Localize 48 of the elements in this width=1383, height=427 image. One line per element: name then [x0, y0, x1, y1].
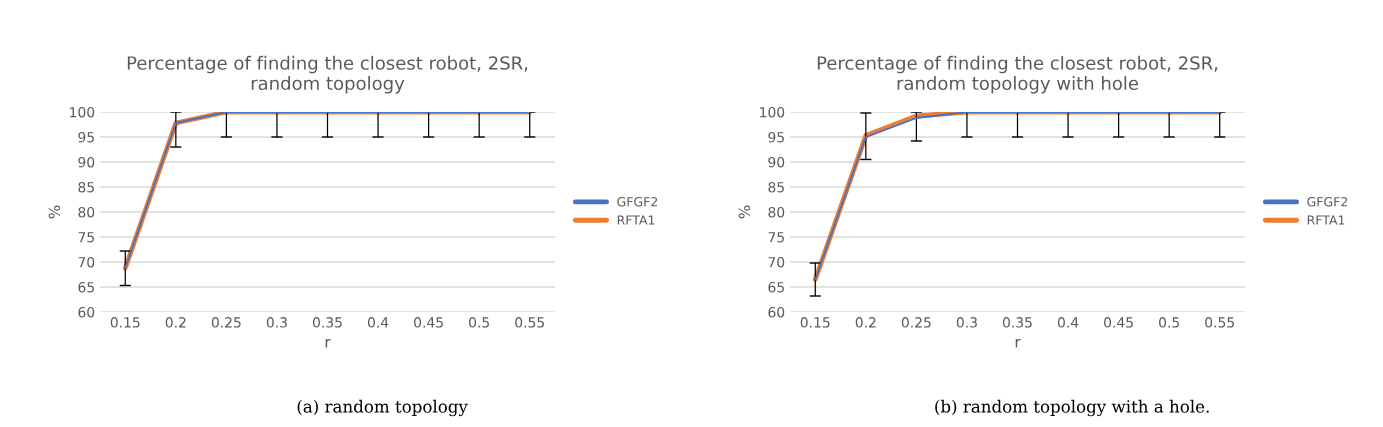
x-tick-label: 0.15	[110, 317, 140, 328]
x-tick-label: 0.4	[367, 317, 389, 328]
x-tick-label: 0.55	[1205, 317, 1234, 328]
y-tick-label: 60	[78, 306, 95, 318]
y-tick-label: 90	[78, 156, 95, 168]
y-tick-label: 100	[760, 106, 785, 118]
y-tick-label: 75	[78, 232, 94, 243]
y-tick-label: 95	[768, 131, 784, 143]
y-tick-label: 65	[78, 281, 94, 293]
y-tick-label: 80	[768, 206, 785, 218]
x-tick-label: 0.25	[901, 317, 931, 328]
y-tick-label: 65	[768, 281, 784, 293]
y-tick-label: 95	[78, 131, 94, 143]
x-tick-label: 0.45	[1104, 317, 1133, 328]
x-tick-label: 0.35	[1002, 317, 1032, 328]
x-tick-label: 0.55	[515, 317, 544, 328]
y-tick-label: 75	[768, 232, 784, 243]
chart-title: Percentage of finding the closest robot, 2SR, random topology	[127, 55, 528, 94]
y-tick-label: 90	[768, 156, 785, 168]
y-axis-title: %	[48, 205, 61, 219]
y-tick-label: 70	[78, 256, 95, 268]
legend-label: RFTA1	[617, 215, 655, 225]
x-tick-label: 0.25	[211, 317, 241, 328]
x-tick-label: 0.3	[956, 317, 977, 328]
y-axis-title: %	[738, 205, 751, 219]
y-tick-label: 70	[768, 256, 785, 268]
x-axis-title: r	[325, 338, 331, 348]
y-tick-label: 100	[70, 106, 95, 118]
legend-label: GFGF2	[1307, 197, 1348, 207]
x-tick-label: 0.3	[266, 317, 287, 328]
x-tick-label: 0.35	[312, 317, 342, 328]
x-axis-title: r	[1015, 338, 1021, 348]
x-tick-label: 0.4	[1057, 317, 1079, 328]
x-tick-label: 0.15	[800, 317, 830, 328]
x-tick-label: 0.45	[414, 317, 443, 328]
x-tick-label: 0.2	[165, 317, 186, 328]
x-tick-label: 0.5	[469, 317, 489, 328]
y-tick-label: 85	[768, 181, 784, 193]
y-tick-label: 60	[768, 306, 785, 318]
legend-label: GFGF2	[617, 197, 658, 207]
legend-label: RFTA1	[1307, 215, 1345, 225]
chart-title: Percentage of finding the closest robot, 2SR, random topology with hole	[817, 55, 1218, 94]
x-tick-label: 0.2	[855, 317, 876, 328]
text: (b) random topology with a hole.	[935, 399, 1209, 417]
y-tick-label: 80	[78, 206, 95, 218]
x-tick-label: 0.5	[1159, 317, 1179, 328]
text: (a) random topology	[297, 399, 468, 417]
y-tick-label: 85	[78, 181, 94, 193]
